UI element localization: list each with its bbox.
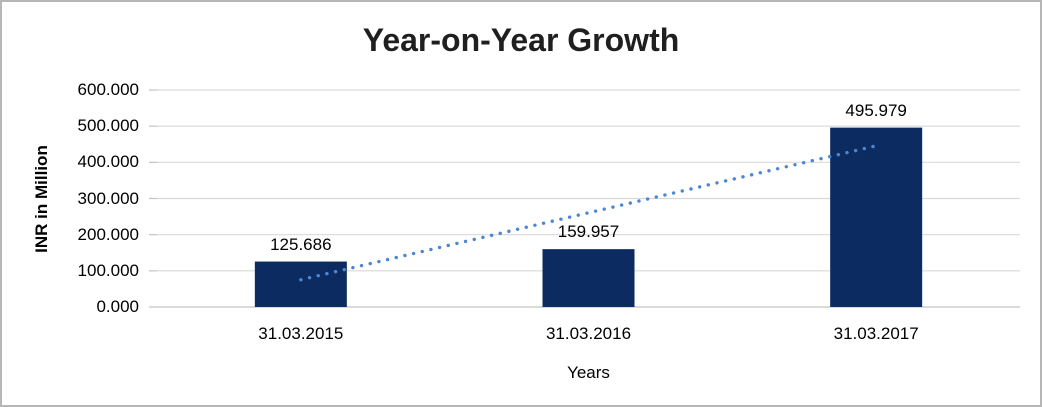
chart-title: Year-on-Year Growth	[362, 22, 680, 58]
bar-value-label: 125.686	[270, 234, 332, 254]
x-tick-label: 31.03.2016	[545, 324, 632, 343]
bar-value-label: 159.957	[557, 222, 620, 242]
y-tick-label: 100.000	[77, 260, 139, 280]
trendline	[299, 144, 878, 282]
bar	[542, 249, 635, 307]
y-tick-label: 600.000	[77, 80, 139, 99]
bar	[830, 127, 923, 307]
y-tick-label: 300.000	[77, 188, 139, 208]
x-tick-label: 31.03.2017	[833, 324, 919, 343]
x-axis-title: Years	[567, 363, 610, 382]
bar-value-label: 495.979	[845, 100, 907, 120]
y-tick-label: 0.000	[96, 297, 139, 316]
x-tick-label: 31.03.2015	[258, 324, 344, 343]
y-tick-label: 500.000	[77, 116, 139, 136]
y-tick-label: 200.000	[77, 224, 139, 244]
bar	[254, 261, 347, 307]
y-tick-label: 400.000	[77, 152, 139, 172]
